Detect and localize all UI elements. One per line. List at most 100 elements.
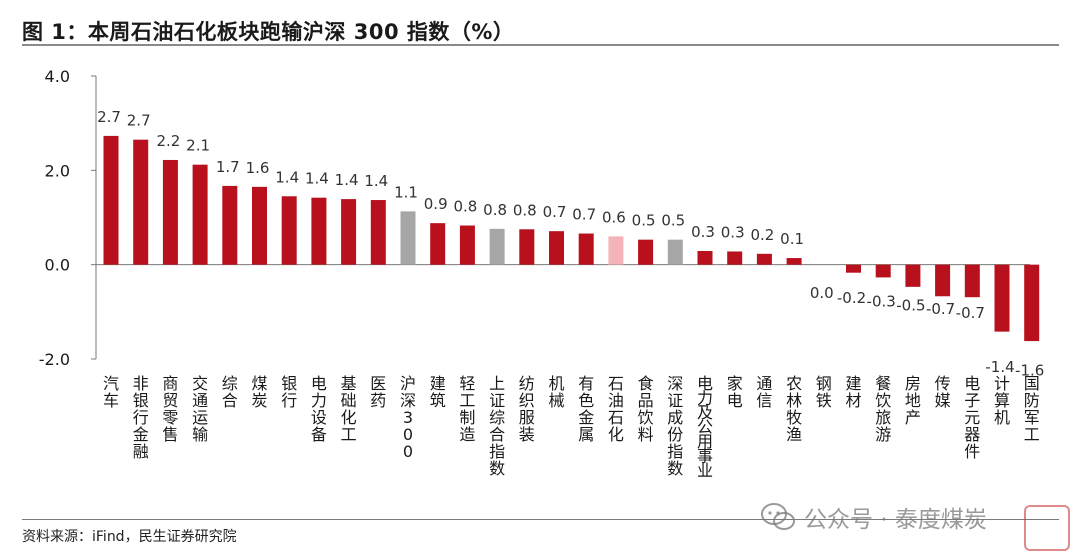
- bar: [103, 135, 119, 265]
- category-label: 纺织服装: [519, 374, 535, 444]
- bar: [994, 264, 1010, 332]
- value-label: 2.7: [97, 108, 121, 126]
- value-label: -0.5: [896, 296, 925, 314]
- bar: [341, 199, 357, 265]
- value-label: -0.2: [837, 289, 866, 307]
- bar: [964, 264, 980, 298]
- value-label: -0.3: [867, 293, 896, 311]
- bar: [935, 264, 951, 297]
- y-tick-label: -2.0: [39, 350, 70, 369]
- value-label: 0.8: [483, 201, 507, 219]
- bar: [697, 250, 713, 265]
- seal-logo-icon: [1024, 505, 1070, 551]
- value-label: 1.7: [216, 158, 240, 176]
- bar: [875, 264, 891, 278]
- category-label: 国防军工: [1024, 374, 1040, 444]
- category-label: 餐饮旅游: [875, 374, 891, 444]
- y-tick-label: 0.0: [45, 256, 70, 275]
- category-label: 家电: [727, 374, 743, 410]
- bar: [222, 185, 238, 265]
- category-label: 钢铁: [816, 374, 832, 410]
- value-label: 0.2: [750, 226, 774, 244]
- value-label: 1.4: [335, 171, 359, 189]
- bar: [846, 264, 861, 273]
- category-label: 综合: [222, 374, 238, 410]
- title-divider: [22, 44, 1059, 46]
- bar: [1024, 264, 1040, 342]
- bar: [281, 196, 297, 265]
- value-label: -0.7: [926, 300, 955, 318]
- watermark-text: 公众号 · 泰度煤炭: [804, 507, 987, 533]
- bar: [905, 264, 921, 287]
- value-label: -1.4: [985, 358, 1014, 376]
- value-label: 0.7: [572, 206, 596, 224]
- category-label: 汽车: [103, 374, 119, 410]
- y-tick-label: 4.0: [45, 67, 70, 86]
- bar: [549, 231, 564, 265]
- category-label: 房地产: [905, 374, 921, 427]
- bar: [400, 211, 416, 265]
- bar: [459, 225, 475, 265]
- category-label: 食品饮料: [638, 374, 654, 444]
- chart-title: 图 1：本周石油石化板块跑输沪深 300 指数（%）: [22, 20, 515, 44]
- category-label: 通信: [756, 374, 772, 410]
- bar: [162, 159, 178, 265]
- footer-divider: [22, 519, 1059, 520]
- category-label: 石油石化: [608, 374, 624, 444]
- value-label: 0.3: [721, 223, 745, 241]
- bar: [667, 239, 683, 265]
- category-label: 电力设备: [311, 374, 327, 444]
- category-label: 农林牧渔: [786, 374, 802, 444]
- bar: [578, 233, 594, 265]
- value-label: 1.4: [275, 168, 299, 186]
- value-label: 1.4: [305, 170, 329, 188]
- bar: [252, 186, 267, 265]
- bar: [727, 251, 743, 265]
- y-tick-label: 2.0: [45, 161, 70, 180]
- value-label: 0.6: [602, 208, 626, 226]
- source-note: 资料来源：iFind，民生证券研究院: [22, 529, 237, 545]
- value-label: 1.4: [364, 172, 388, 190]
- category-label: 建材: [845, 374, 861, 410]
- value-label: 0.3: [691, 223, 715, 241]
- value-label: 0.5: [661, 212, 685, 230]
- value-label: 1.6: [246, 159, 270, 177]
- bar: [756, 253, 772, 265]
- category-label: 非银行金融: [133, 374, 149, 461]
- value-label: -1.6: [1015, 362, 1044, 380]
- category-label: 基础化工: [341, 374, 357, 444]
- category-label: 深证成份指数: [667, 374, 683, 478]
- category-label: 上证综合指数: [489, 374, 505, 478]
- category-label: 医药: [370, 374, 386, 410]
- bar: [430, 223, 446, 265]
- category-label: 电力及公用事业: [697, 374, 713, 480]
- category-label: 沪深 3 0 0: [400, 374, 416, 461]
- bar: [519, 229, 535, 265]
- category-label: 传媒: [935, 374, 951, 410]
- bar: [608, 236, 624, 265]
- category-label: 机械: [548, 374, 564, 410]
- category-label: 建筑: [430, 374, 446, 410]
- category-label: 银行: [281, 374, 297, 410]
- value-label: 2.7: [127, 112, 151, 130]
- value-label: 2.1: [186, 137, 210, 155]
- bar: [370, 200, 386, 265]
- value-label: 2.2: [156, 132, 180, 150]
- category-label: 计算机: [994, 374, 1010, 427]
- bar: [133, 139, 149, 265]
- value-label: 0.8: [453, 198, 477, 216]
- value-label: 0.7: [543, 203, 567, 221]
- category-label: 电子元器件: [964, 374, 980, 461]
- category-label: 有色金属: [578, 374, 594, 444]
- bar: [638, 239, 654, 265]
- bar-chart: 4.0 2.0 0.0 -2.0 2.7 汽车 2.7 非银行金融 2.2 商贸零售 2.1 交通运输…: [39, 67, 1045, 480]
- value-label: 0.9: [424, 195, 448, 213]
- category-label: 交通运输: [192, 374, 208, 444]
- wechat-icon: [761, 503, 795, 530]
- category-label: 商贸零售: [162, 374, 178, 444]
- value-label: -0.7: [956, 304, 985, 322]
- category-label: 煤炭: [251, 374, 267, 410]
- bar: [489, 228, 505, 265]
- bar: [192, 164, 208, 265]
- category-label: 轻工制造: [459, 374, 475, 444]
